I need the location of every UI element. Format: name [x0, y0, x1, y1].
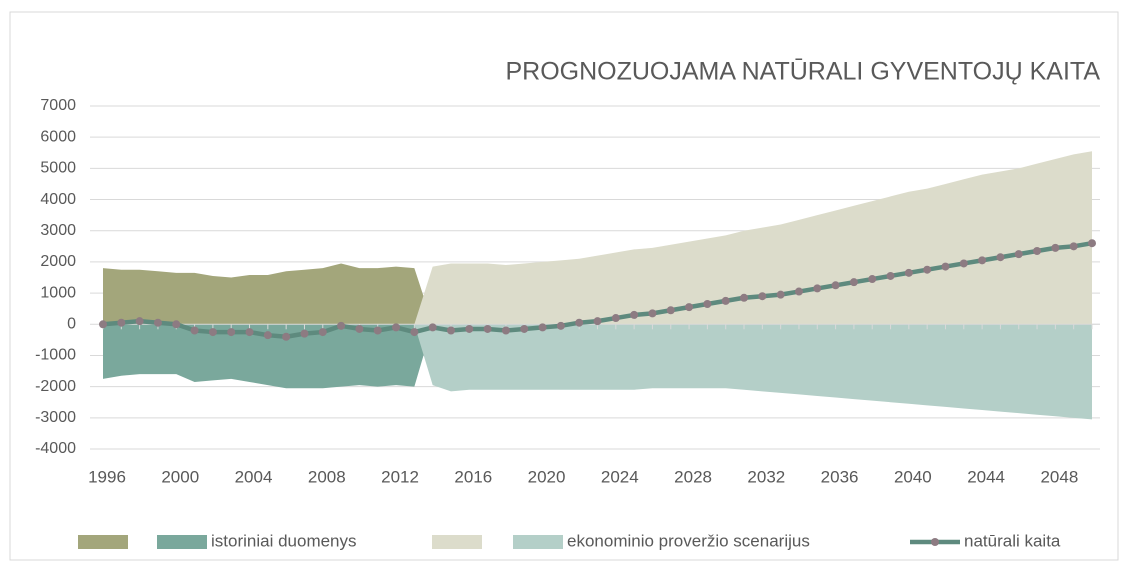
line-marker	[282, 332, 291, 341]
line-marker	[849, 278, 858, 287]
line-marker	[483, 324, 492, 333]
area	[414, 151, 1093, 325]
line-marker	[465, 324, 474, 333]
line-marker	[831, 281, 840, 290]
line-marker	[446, 326, 455, 335]
y-tick-label: 1000	[40, 284, 76, 301]
line-marker	[1014, 250, 1023, 259]
y-tick-label: 4000	[40, 191, 76, 208]
line-marker	[941, 262, 950, 271]
x-tick-label: 2036	[821, 467, 859, 486]
line-marker	[135, 317, 144, 326]
x-tick-label: 2000	[161, 467, 199, 486]
line-marker	[740, 293, 749, 302]
line-marker	[904, 268, 913, 277]
y-tick-label: 5000	[40, 160, 76, 177]
y-tick-label: 6000	[40, 128, 76, 145]
legend-label: ekonominio proveržio scenarijus	[567, 531, 810, 550]
line-marker	[538, 323, 547, 332]
y-tick-label: -4000	[35, 440, 76, 457]
legend-swatch	[513, 535, 563, 549]
legend-swatch-marker	[931, 538, 939, 546]
line-marker	[630, 310, 639, 319]
y-tick-label: 7000	[40, 97, 76, 114]
line-marker	[190, 326, 199, 335]
line-marker	[153, 318, 162, 327]
line-marker	[373, 326, 382, 335]
y-tick-label: 0	[67, 315, 76, 332]
line-marker	[575, 318, 584, 327]
chart-frame	[9, 11, 1119, 561]
line-marker	[978, 256, 987, 265]
y-tick-label: 3000	[40, 222, 76, 239]
area	[103, 263, 433, 325]
line-marker	[758, 292, 767, 301]
x-tick-label: 2048	[1040, 467, 1078, 486]
line-marker	[263, 331, 272, 340]
line-marker	[501, 326, 510, 335]
legend-swatch	[157, 535, 207, 549]
line-marker	[776, 290, 785, 299]
line-marker	[868, 275, 877, 284]
line-marker	[520, 324, 529, 333]
line-marker	[318, 328, 327, 337]
line-marker	[1033, 246, 1042, 255]
line-marker	[337, 321, 346, 330]
line-marker	[410, 328, 419, 337]
line-marker	[392, 323, 401, 332]
x-tick-label: 2012	[381, 467, 419, 486]
x-tick-label: 2008	[308, 467, 346, 486]
line-marker	[556, 321, 565, 330]
line-marker	[1069, 242, 1078, 251]
line-marker	[1088, 239, 1096, 248]
line-marker	[1051, 243, 1060, 252]
line-marker	[813, 284, 822, 293]
y-tick-label: 2000	[40, 253, 76, 270]
x-tick-label: 2044	[967, 467, 1005, 486]
line-marker	[959, 259, 968, 268]
area	[103, 324, 433, 389]
legend-swatch	[78, 535, 128, 549]
line-marker	[172, 320, 181, 329]
legend-label: istoriniai duomenys	[211, 531, 357, 550]
x-tick-label: 2024	[601, 467, 639, 486]
line-marker	[648, 309, 657, 318]
x-tick-label: 2020	[528, 467, 566, 486]
line-marker	[117, 318, 126, 327]
x-tick-label: 2032	[747, 467, 785, 486]
line-marker	[923, 265, 932, 274]
line-marker	[703, 300, 712, 309]
x-tick-label: 2016	[454, 467, 492, 486]
line-marker	[593, 317, 602, 326]
line-marker	[886, 271, 895, 280]
legend-label: natūrali kaita	[964, 531, 1061, 550]
line-marker	[428, 323, 437, 332]
x-tick-label: 2028	[674, 467, 712, 486]
x-tick-label: 2040	[894, 467, 932, 486]
legend-swatch	[432, 535, 482, 549]
x-tick-label: 2004	[235, 467, 273, 486]
line-marker	[355, 324, 364, 333]
line-marker	[227, 328, 236, 337]
y-tick-label: -2000	[35, 378, 76, 395]
line-marker	[99, 320, 107, 329]
line-marker	[996, 253, 1005, 262]
line-marker	[685, 303, 694, 312]
y-tick-label: -1000	[35, 347, 76, 364]
y-tick-label: -3000	[35, 409, 76, 426]
line-marker	[666, 306, 675, 315]
line-marker	[794, 287, 803, 296]
line-marker	[208, 328, 217, 337]
line-marker	[721, 296, 730, 305]
line-marker	[245, 328, 254, 337]
line-marker	[611, 314, 620, 323]
line-marker	[300, 329, 309, 338]
x-tick-label: 1996	[88, 467, 126, 486]
area	[414, 324, 1093, 420]
chart-title: PROGNOZUOJAMA NATŪRALI GYVENTOJŲ KAITA	[505, 58, 1100, 86]
